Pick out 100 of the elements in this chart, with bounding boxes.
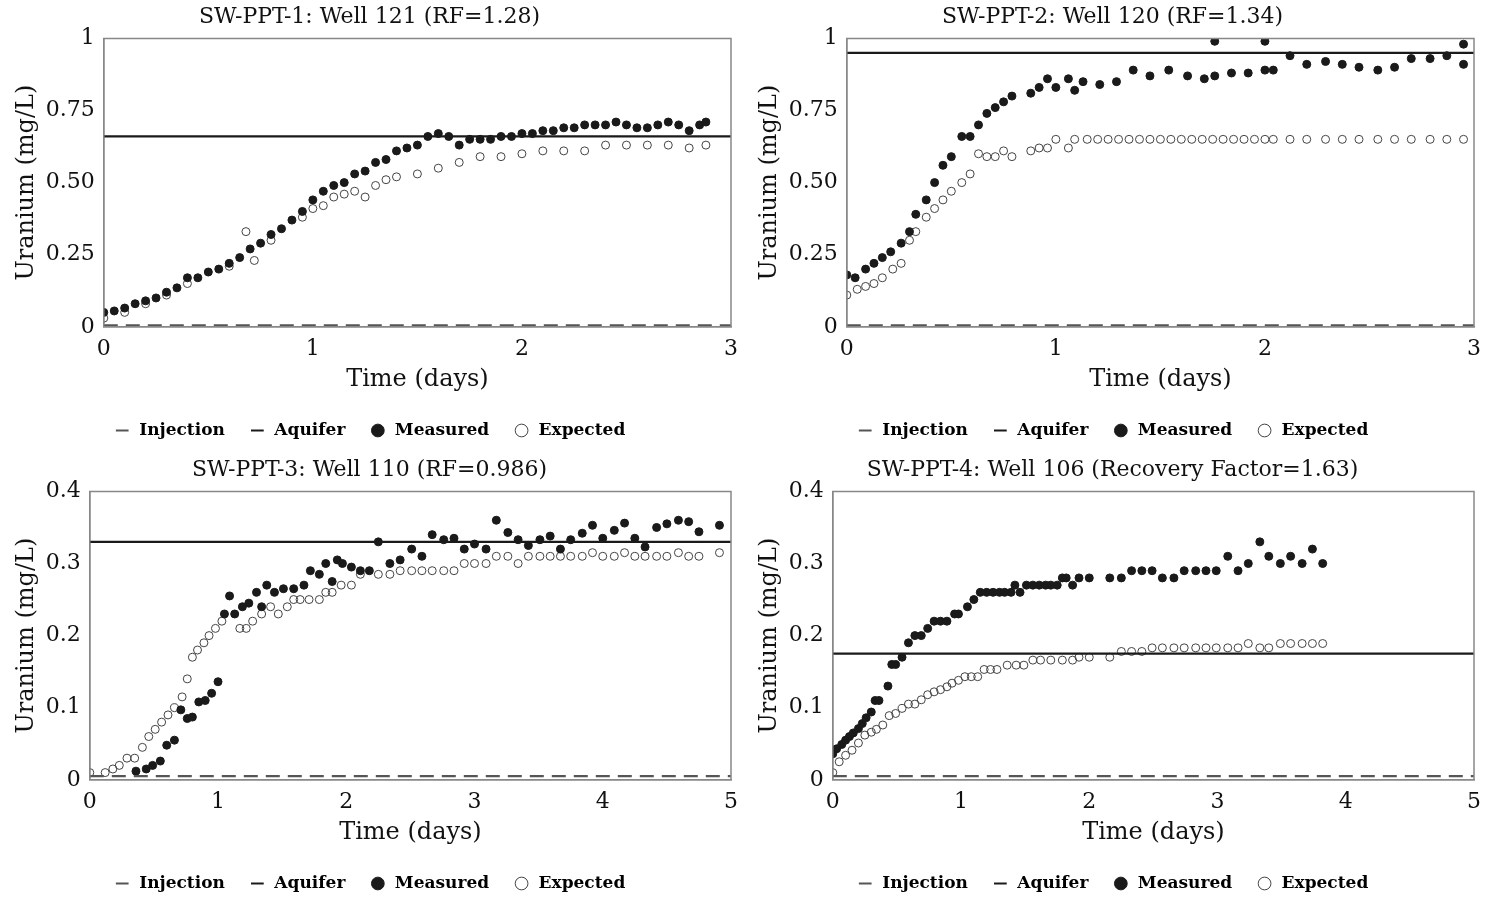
x-tick-label: 1 <box>305 334 320 360</box>
point <box>982 152 992 162</box>
x-tick-label: 2 <box>1082 787 1097 813</box>
point <box>929 687 939 697</box>
point <box>990 103 1000 113</box>
y-tick-label: 0 <box>66 765 81 791</box>
y-tick-label: 0.4 <box>788 477 824 503</box>
point <box>601 140 611 150</box>
point <box>866 727 876 737</box>
point <box>433 163 443 173</box>
chart-title: SW-PPT-3: Well 110 (RF=0.986) <box>191 455 548 481</box>
point <box>946 152 956 162</box>
point <box>1223 643 1233 653</box>
point <box>182 279 192 289</box>
y-tick-label: 0.50 <box>45 168 95 194</box>
legend-label: Aquifer <box>273 871 347 892</box>
legend-label: Expected <box>538 871 626 892</box>
point <box>888 264 898 274</box>
point <box>1111 77 1121 87</box>
point <box>454 140 464 150</box>
point <box>1229 134 1239 144</box>
point <box>861 281 871 291</box>
point <box>999 146 1009 156</box>
point <box>1264 643 1274 653</box>
point <box>930 204 940 214</box>
point <box>475 152 485 162</box>
x-axis-title: Time (days) <box>1082 816 1225 845</box>
point <box>1093 134 1103 144</box>
y-tick-label: 0 <box>809 765 824 791</box>
y-axis-title: Uranium (mg/L) <box>10 84 39 281</box>
point <box>611 117 621 127</box>
point <box>1197 134 1207 144</box>
point <box>1145 134 1155 144</box>
point <box>965 131 975 141</box>
point <box>999 97 1009 107</box>
x-tick-label: 2 <box>1257 334 1272 360</box>
point <box>1307 639 1317 649</box>
point <box>1084 652 1094 662</box>
point <box>496 152 506 162</box>
point <box>663 140 673 150</box>
point <box>860 730 870 740</box>
point <box>1063 143 1073 153</box>
point <box>957 178 967 188</box>
point <box>371 180 381 190</box>
point <box>1007 91 1017 101</box>
point <box>151 293 161 303</box>
point <box>1243 639 1253 649</box>
point <box>1070 134 1080 144</box>
point <box>1337 59 1347 69</box>
point <box>559 123 569 133</box>
legend-label: Aquifer <box>273 418 347 439</box>
point <box>287 215 297 225</box>
point <box>1260 38 1270 46</box>
point <box>938 195 948 205</box>
point <box>381 175 391 185</box>
point <box>1166 134 1176 144</box>
y-axis-title: Uranium (mg/L) <box>753 84 782 281</box>
point <box>936 685 946 695</box>
legend-label: Measured <box>394 418 490 439</box>
point <box>569 123 579 133</box>
point <box>1211 643 1221 653</box>
point <box>339 178 349 188</box>
point <box>663 117 673 127</box>
point <box>1187 134 1197 144</box>
point <box>256 238 266 248</box>
point <box>297 206 307 216</box>
point <box>538 126 548 136</box>
x-tick-label: 4 <box>595 787 610 813</box>
point <box>1373 134 1383 144</box>
point <box>318 201 328 211</box>
point <box>214 264 224 274</box>
x-tick-label: 2 <box>514 334 529 360</box>
point <box>861 264 871 274</box>
point <box>1390 134 1400 144</box>
legend-label: Injection <box>139 418 225 439</box>
point <box>1210 38 1220 46</box>
point <box>1176 134 1186 144</box>
point <box>1183 71 1193 81</box>
point <box>1026 88 1036 98</box>
point <box>905 235 915 245</box>
y-axis-title: Uranium (mg/L) <box>10 537 39 734</box>
point <box>621 120 631 130</box>
chart-title: SW-PPT-4: Well 106 (Recovery Factor=1.63) <box>866 455 1359 481</box>
point <box>896 258 906 268</box>
point <box>1425 54 1435 64</box>
point <box>1028 655 1038 665</box>
point <box>1019 660 1029 670</box>
y-tick-label: 0.75 <box>45 96 95 122</box>
chart-title: SW-PPT-2: Well 120 (RF=1.34) <box>941 2 1284 28</box>
point <box>350 169 360 179</box>
point <box>559 146 569 156</box>
point <box>1078 77 1088 87</box>
point <box>1255 643 1265 653</box>
point <box>1002 660 1012 670</box>
y-tick-label: 0.50 <box>788 168 838 194</box>
x-tick-label: 5 <box>724 787 738 813</box>
x-axis-title: Time (days) <box>339 816 482 845</box>
point <box>172 283 182 293</box>
point <box>684 143 694 153</box>
legend-label: Injection <box>882 871 968 892</box>
